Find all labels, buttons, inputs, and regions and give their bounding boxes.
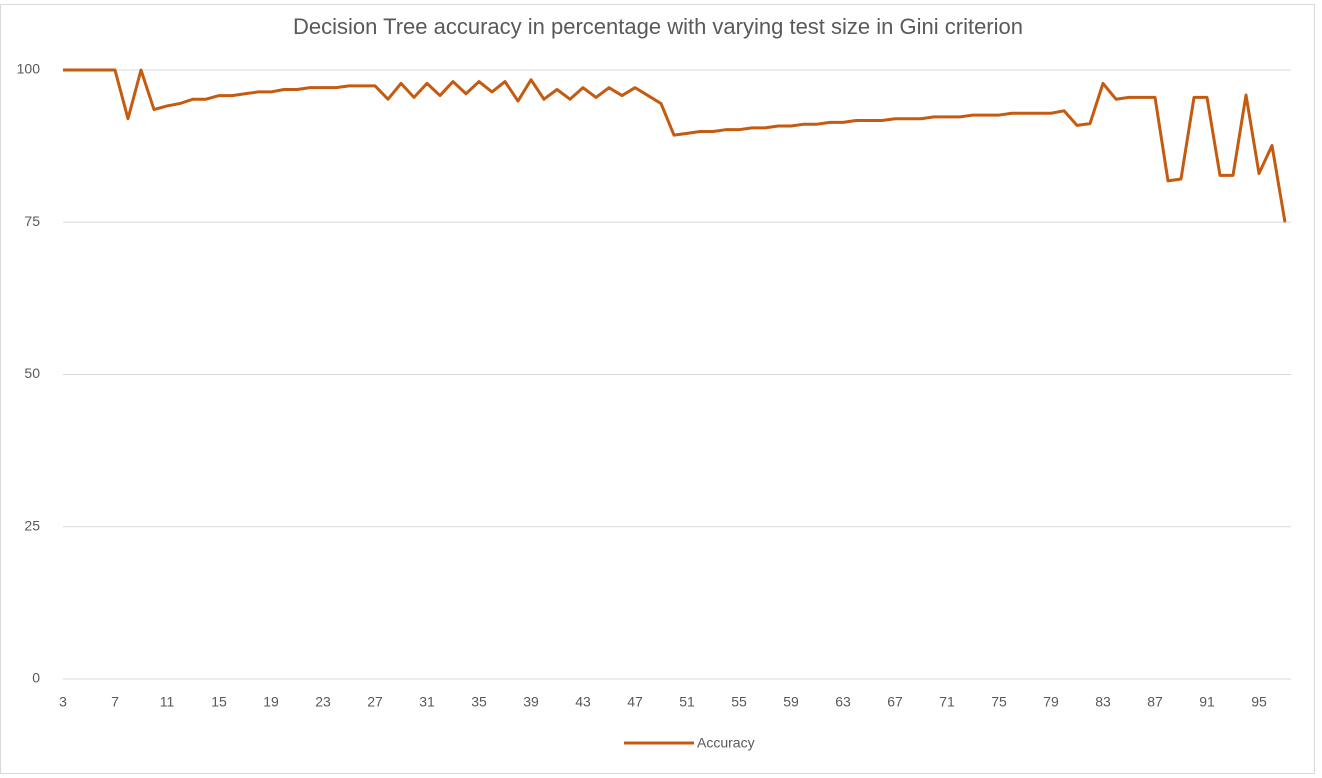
x-tick-label: 67: [887, 694, 903, 710]
y-tick-label: 75: [24, 213, 40, 229]
x-tick-label: 79: [1043, 694, 1059, 710]
x-tick-label: 51: [679, 694, 695, 710]
x-tick-label: 19: [263, 694, 279, 710]
x-tick-label: 3: [59, 694, 67, 710]
x-tick-label: 55: [731, 694, 747, 710]
x-tick-label: 91: [1199, 694, 1215, 710]
y-tick-label: 100: [17, 61, 41, 77]
x-tick-label: 43: [575, 694, 591, 710]
y-tick-label: 50: [24, 365, 40, 381]
x-tick-label: 75: [991, 694, 1007, 710]
x-tick-label: 11: [160, 694, 175, 710]
x-tick-label: 71: [939, 694, 955, 710]
x-tick-label: 95: [1251, 694, 1267, 710]
legend-label: Accuracy: [697, 735, 755, 751]
x-tick-label: 59: [783, 694, 799, 710]
x-tick-label: 27: [367, 694, 383, 710]
y-tick-label: 0: [32, 670, 40, 686]
x-tick-label: 15: [211, 694, 227, 710]
x-tick-label: 23: [315, 694, 331, 710]
chart-title: Decision Tree accuracy in percentage wit…: [293, 14, 1023, 39]
chart-border: [0, 4, 1315, 774]
x-tick-label: 7: [111, 694, 119, 710]
x-tick-label: 63: [835, 694, 851, 710]
x-tick-label: 47: [627, 694, 643, 710]
data-line: [63, 68, 1287, 223]
x-tick-label: 35: [471, 694, 487, 710]
x-tick-label: 31: [419, 694, 435, 710]
x-tick-label: 39: [523, 694, 539, 710]
x-tick-label: 83: [1095, 694, 1111, 710]
y-tick-label: 25: [24, 517, 40, 533]
x-tick-label: 87: [1147, 694, 1163, 710]
